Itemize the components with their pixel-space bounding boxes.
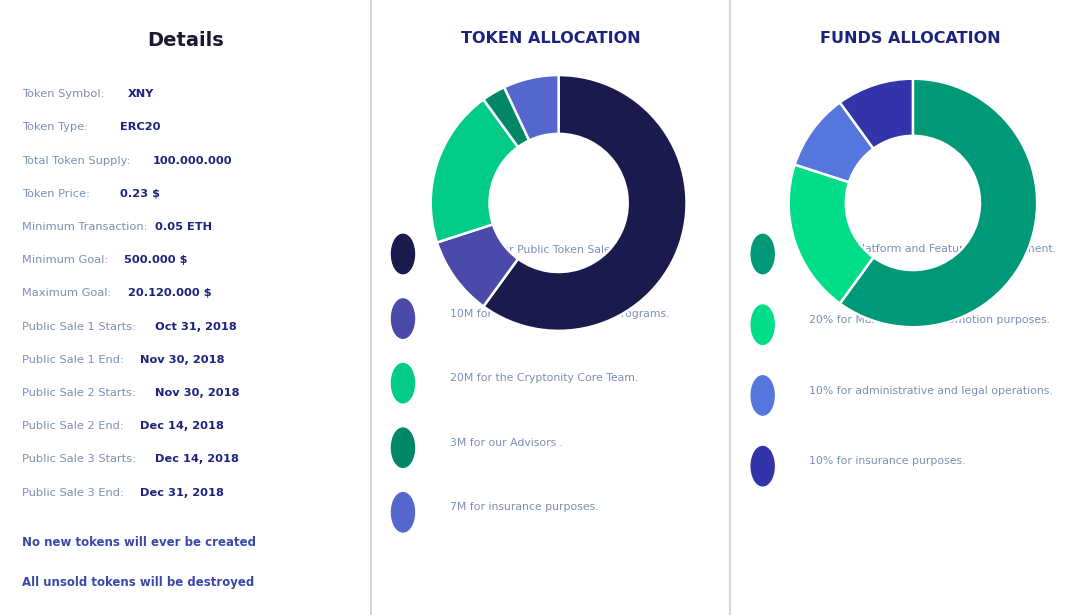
Text: Dec 14, 2018: Dec 14, 2018: [155, 454, 239, 464]
Circle shape: [391, 363, 414, 403]
Wedge shape: [839, 79, 913, 149]
Wedge shape: [839, 79, 1037, 327]
Text: Minimum Transaction:: Minimum Transaction:: [22, 222, 152, 232]
Text: Nov 30, 2018: Nov 30, 2018: [141, 355, 225, 365]
Text: Token Symbol:: Token Symbol:: [22, 89, 108, 99]
Wedge shape: [484, 87, 530, 147]
Text: Total Token Supply:: Total Token Supply:: [22, 156, 134, 165]
Wedge shape: [789, 165, 873, 303]
Text: No new tokens will ever be created: No new tokens will ever be created: [22, 536, 256, 549]
Text: Public Sale 2 End:: Public Sale 2 End:: [22, 421, 128, 431]
Wedge shape: [795, 103, 873, 182]
Text: 100.000.000: 100.000.000: [153, 156, 232, 165]
Text: XNY: XNY: [129, 89, 155, 99]
Circle shape: [751, 376, 774, 415]
Wedge shape: [437, 224, 518, 306]
Text: 20% for Marketing and Promotion purposes.: 20% for Marketing and Promotion purposes…: [810, 315, 1051, 325]
Text: Oct 31, 2018: Oct 31, 2018: [155, 322, 237, 331]
Text: FUNDS ALLOCATION: FUNDS ALLOCATION: [820, 31, 1001, 46]
Text: Public Sale 1 Starts:: Public Sale 1 Starts:: [22, 322, 140, 331]
Text: ERC20: ERC20: [120, 122, 160, 132]
Text: 60M for our Public Token Sale (ICO).: 60M for our Public Token Sale (ICO).: [450, 244, 645, 254]
Text: Token Price:: Token Price:: [22, 189, 94, 199]
Wedge shape: [484, 75, 687, 331]
Text: 7M for insurance purposes.: 7M for insurance purposes.: [450, 502, 598, 512]
Circle shape: [391, 234, 414, 274]
Text: Maximum Goal:: Maximum Goal:: [22, 288, 116, 298]
Text: 0.23 $: 0.23 $: [120, 189, 160, 199]
Text: 3M for our Advisors .: 3M for our Advisors .: [450, 438, 562, 448]
Text: Minimum Goal:: Minimum Goal:: [22, 255, 112, 265]
Circle shape: [391, 428, 414, 467]
Text: 60% for Platform and Features Development.: 60% for Platform and Features Developmen…: [810, 244, 1056, 254]
Circle shape: [751, 446, 774, 486]
Wedge shape: [505, 75, 559, 140]
Text: 20.120.000 $: 20.120.000 $: [129, 288, 211, 298]
Circle shape: [391, 299, 414, 338]
Circle shape: [751, 305, 774, 344]
Text: Details: Details: [147, 31, 223, 50]
Circle shape: [751, 234, 774, 274]
Wedge shape: [431, 100, 518, 242]
Text: All unsold tokens will be destroyed: All unsold tokens will be destroyed: [22, 576, 254, 589]
Text: Public Sale 3 Starts:: Public Sale 3 Starts:: [22, 454, 140, 464]
Text: 10% for administrative and legal operations.: 10% for administrative and legal operati…: [810, 386, 1053, 395]
Text: Token Type:: Token Type:: [22, 122, 92, 132]
Text: 10% for insurance purposes.: 10% for insurance purposes.: [810, 456, 966, 466]
Text: 500.000 $: 500.000 $: [124, 255, 187, 265]
Text: Nov 30, 2018: Nov 30, 2018: [155, 388, 239, 398]
Text: 0.05 ETH: 0.05 ETH: [155, 222, 211, 232]
Text: TOKEN ALLOCATION: TOKEN ALLOCATION: [461, 31, 640, 46]
Text: Public Sale 1 End:: Public Sale 1 End:: [22, 355, 128, 365]
Circle shape: [391, 493, 414, 532]
Text: Public Sale 3 End:: Public Sale 3 End:: [22, 488, 128, 498]
Text: Dec 14, 2018: Dec 14, 2018: [141, 421, 225, 431]
Text: 10M for our Airdrop & Bounty Programs.: 10M for our Airdrop & Bounty Programs.: [450, 309, 669, 319]
Text: Public Sale 2 Starts:: Public Sale 2 Starts:: [22, 388, 140, 398]
Text: Dec 31, 2018: Dec 31, 2018: [141, 488, 225, 498]
Text: 20M for the Cryptonity Core Team.: 20M for the Cryptonity Core Team.: [450, 373, 638, 383]
